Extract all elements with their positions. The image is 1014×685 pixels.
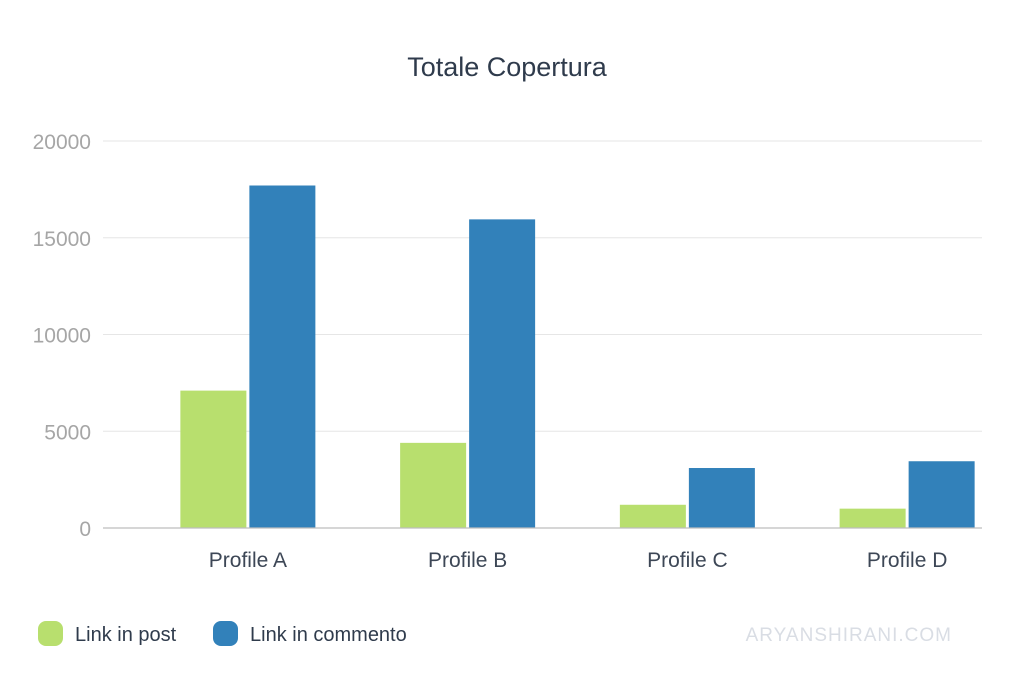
y-tick-label: 15000 — [33, 228, 91, 251]
legend-swatch — [213, 621, 238, 646]
bar-link-in-commento — [908, 461, 975, 528]
x-tick-label: Profile C — [647, 549, 728, 572]
legend-label: Link in commento — [250, 624, 407, 646]
x-tick-label: Profile A — [209, 549, 287, 572]
x-axis-ticks: Profile A Profile B Profile C Profile D — [209, 549, 948, 572]
bars — [180, 185, 975, 528]
chart-title: Totale Copertura — [407, 52, 608, 82]
bar-link-in-commento — [469, 219, 536, 528]
legend-swatch — [38, 621, 63, 646]
x-tick-label: Profile B — [428, 549, 507, 572]
y-tick-label: 5000 — [44, 421, 91, 444]
bar-link-in-post — [619, 504, 686, 528]
gridlines — [103, 140, 982, 432]
y-tick-label: 20000 — [33, 131, 91, 154]
bar-link-in-commento — [249, 185, 316, 528]
bar-link-in-post — [180, 390, 247, 528]
y-tick-label: 0 — [79, 518, 91, 541]
watermark-text: ARYANSHIRANI.COM — [746, 625, 952, 646]
legend-label: Link in post — [75, 624, 177, 646]
bar-link-in-commento — [688, 468, 755, 528]
bar-link-in-post — [839, 508, 906, 528]
x-tick-label: Profile D — [867, 549, 948, 572]
bar-link-in-post — [400, 442, 467, 528]
y-tick-label: 10000 — [33, 325, 91, 348]
y-axis-ticks: 0 5000 10000 15000 20000 — [33, 131, 91, 541]
legend: Link in post Link in commento — [38, 621, 407, 646]
